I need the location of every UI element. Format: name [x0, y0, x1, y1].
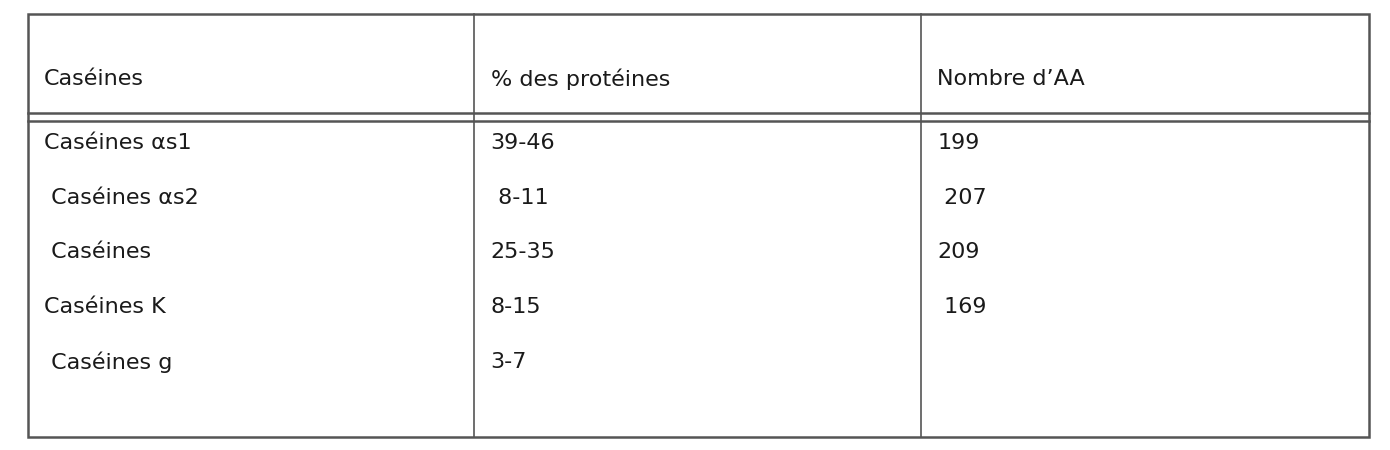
- Text: 25-35: 25-35: [491, 243, 556, 262]
- Text: 207: 207: [937, 188, 987, 207]
- Text: Caséines g: Caséines g: [44, 352, 172, 373]
- Text: 8-15: 8-15: [491, 297, 541, 318]
- Text: 3-7: 3-7: [491, 352, 527, 373]
- Text: 169: 169: [937, 297, 987, 318]
- Text: Caséines: Caséines: [44, 243, 152, 262]
- Text: 8-11: 8-11: [491, 188, 548, 207]
- Text: Caséines: Caséines: [44, 69, 145, 89]
- Text: 39-46: 39-46: [491, 132, 555, 153]
- Text: Caséines αs1: Caséines αs1: [44, 132, 192, 153]
- Text: % des protéines: % des protéines: [491, 68, 670, 90]
- Text: 199: 199: [937, 132, 980, 153]
- Text: Nombre d’AA: Nombre d’AA: [937, 69, 1086, 89]
- Text: 209: 209: [937, 243, 980, 262]
- Text: Caséines αs2: Caséines αs2: [44, 188, 199, 207]
- Text: Caséines K: Caséines K: [44, 297, 165, 318]
